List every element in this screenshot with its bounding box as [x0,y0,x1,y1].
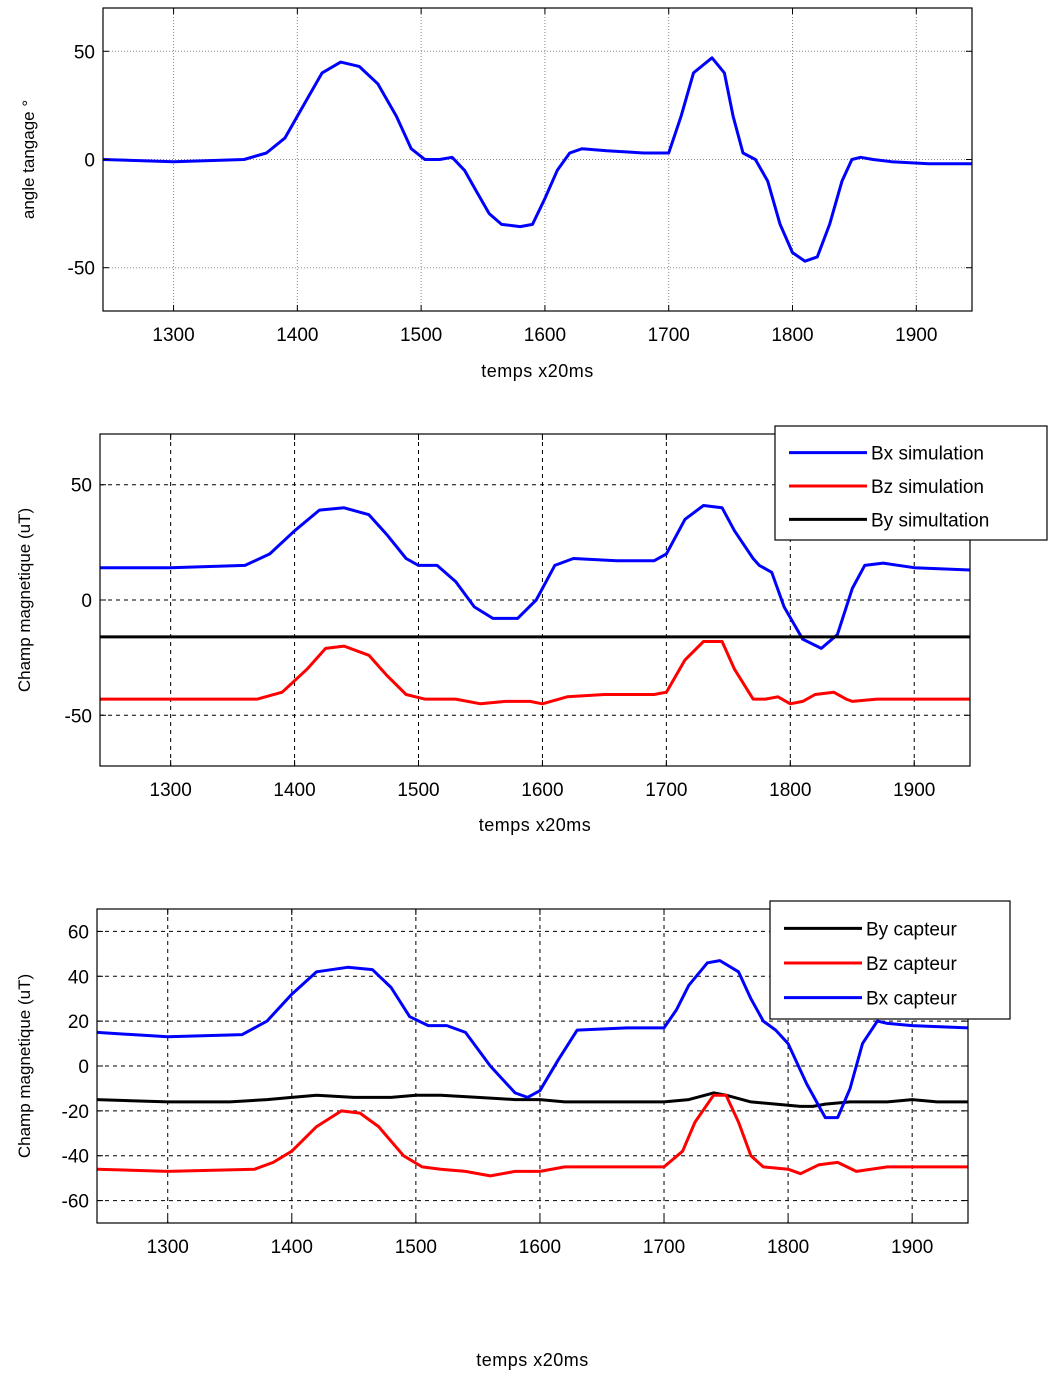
y-tick-label: -50 [68,259,95,280]
series-line-bx-capteur [97,959,968,1120]
y-tick-label: 50 [74,42,95,63]
x-tick-label: 1500 [395,1237,437,1258]
legend: By capteur Bz capteur Bx capteur [769,900,1011,1020]
x-tick-label: 1500 [400,325,442,346]
chart-1: 1300 1400 1500 1600 1700 1800 1900 -50 0 50 temps … [19,7,973,381]
x-tick-label: 1300 [152,325,194,346]
x-tick-label: 1600 [519,1237,561,1258]
x-tick-label: 1900 [891,1237,933,1258]
y-tick-label: 40 [68,967,89,988]
legend-label: By simultation [871,510,989,531]
y-axis-label: Champ magnetique (uT) [15,974,34,1158]
x-axis-label: temps x20ms [479,815,592,835]
x-tick-label: 1700 [645,780,687,801]
x-axis-label: temps x20ms [481,361,594,381]
y-tick-label: -60 [62,1192,89,1213]
series-line-by-capteur [97,1091,968,1108]
y-axis-label: Champ magnetique (uT) [15,508,34,692]
y-axis-label: angle tangage ° [19,100,38,219]
series-line-bx-simulation [100,504,970,650]
x-tick-label: 1800 [771,325,813,346]
x-tick-label: 1800 [769,780,811,801]
x-tick-label: 1300 [150,780,192,801]
legend-label: Bx simulation [871,444,984,465]
legend-box [774,425,1048,541]
y-tick-label: 0 [81,591,92,612]
y-tick-label: 0 [84,151,95,172]
x-tick-label: 1600 [524,325,566,346]
x-tick-label: 1800 [767,1237,809,1258]
series-line-series-1 [103,56,972,263]
x-tick-label: 1900 [893,780,935,801]
x-tick-label: 1700 [648,325,690,346]
chart-3: 1300 1400 1500 1600 1700 1800 1900 -60 -40 -20 0 20… [15,900,1011,1370]
legend-label: Bz simulation [871,477,984,498]
legend-box [769,900,1011,1020]
x-tick-label: 1400 [271,1237,313,1258]
x-axis-label: temps x20ms [476,1350,589,1370]
x-tick-label: 1700 [643,1237,685,1258]
x-tick-label: 1500 [397,780,439,801]
y-tick-label: -40 [62,1147,89,1168]
y-tick-label: -50 [65,706,92,727]
legend-label: Bx capteur [866,989,957,1010]
y-tick-label: 0 [78,1057,89,1078]
y-tick-label: 60 [68,922,89,943]
legend-label: Bz capteur [866,954,957,975]
x-tick-label: 1400 [273,780,315,801]
chart-2: 1300 1400 1500 1600 1700 1800 1900 -50 0 50 temps … [15,425,1048,835]
x-tick-label: 1900 [895,325,937,346]
y-tick-label: -20 [62,1102,89,1123]
x-tick-label: 1600 [521,780,563,801]
x-tick-label: 1400 [276,325,318,346]
x-tick-label: 1300 [147,1237,189,1258]
y-tick-label: 20 [68,1012,89,1033]
series-line-bz-capteur [97,1093,968,1178]
legend-label: By capteur [866,919,957,940]
legend: Bx simulation Bz simulation By simultation [774,425,1048,541]
y-tick-label: 50 [71,476,92,497]
series-line-bz-simulation [100,640,970,706]
